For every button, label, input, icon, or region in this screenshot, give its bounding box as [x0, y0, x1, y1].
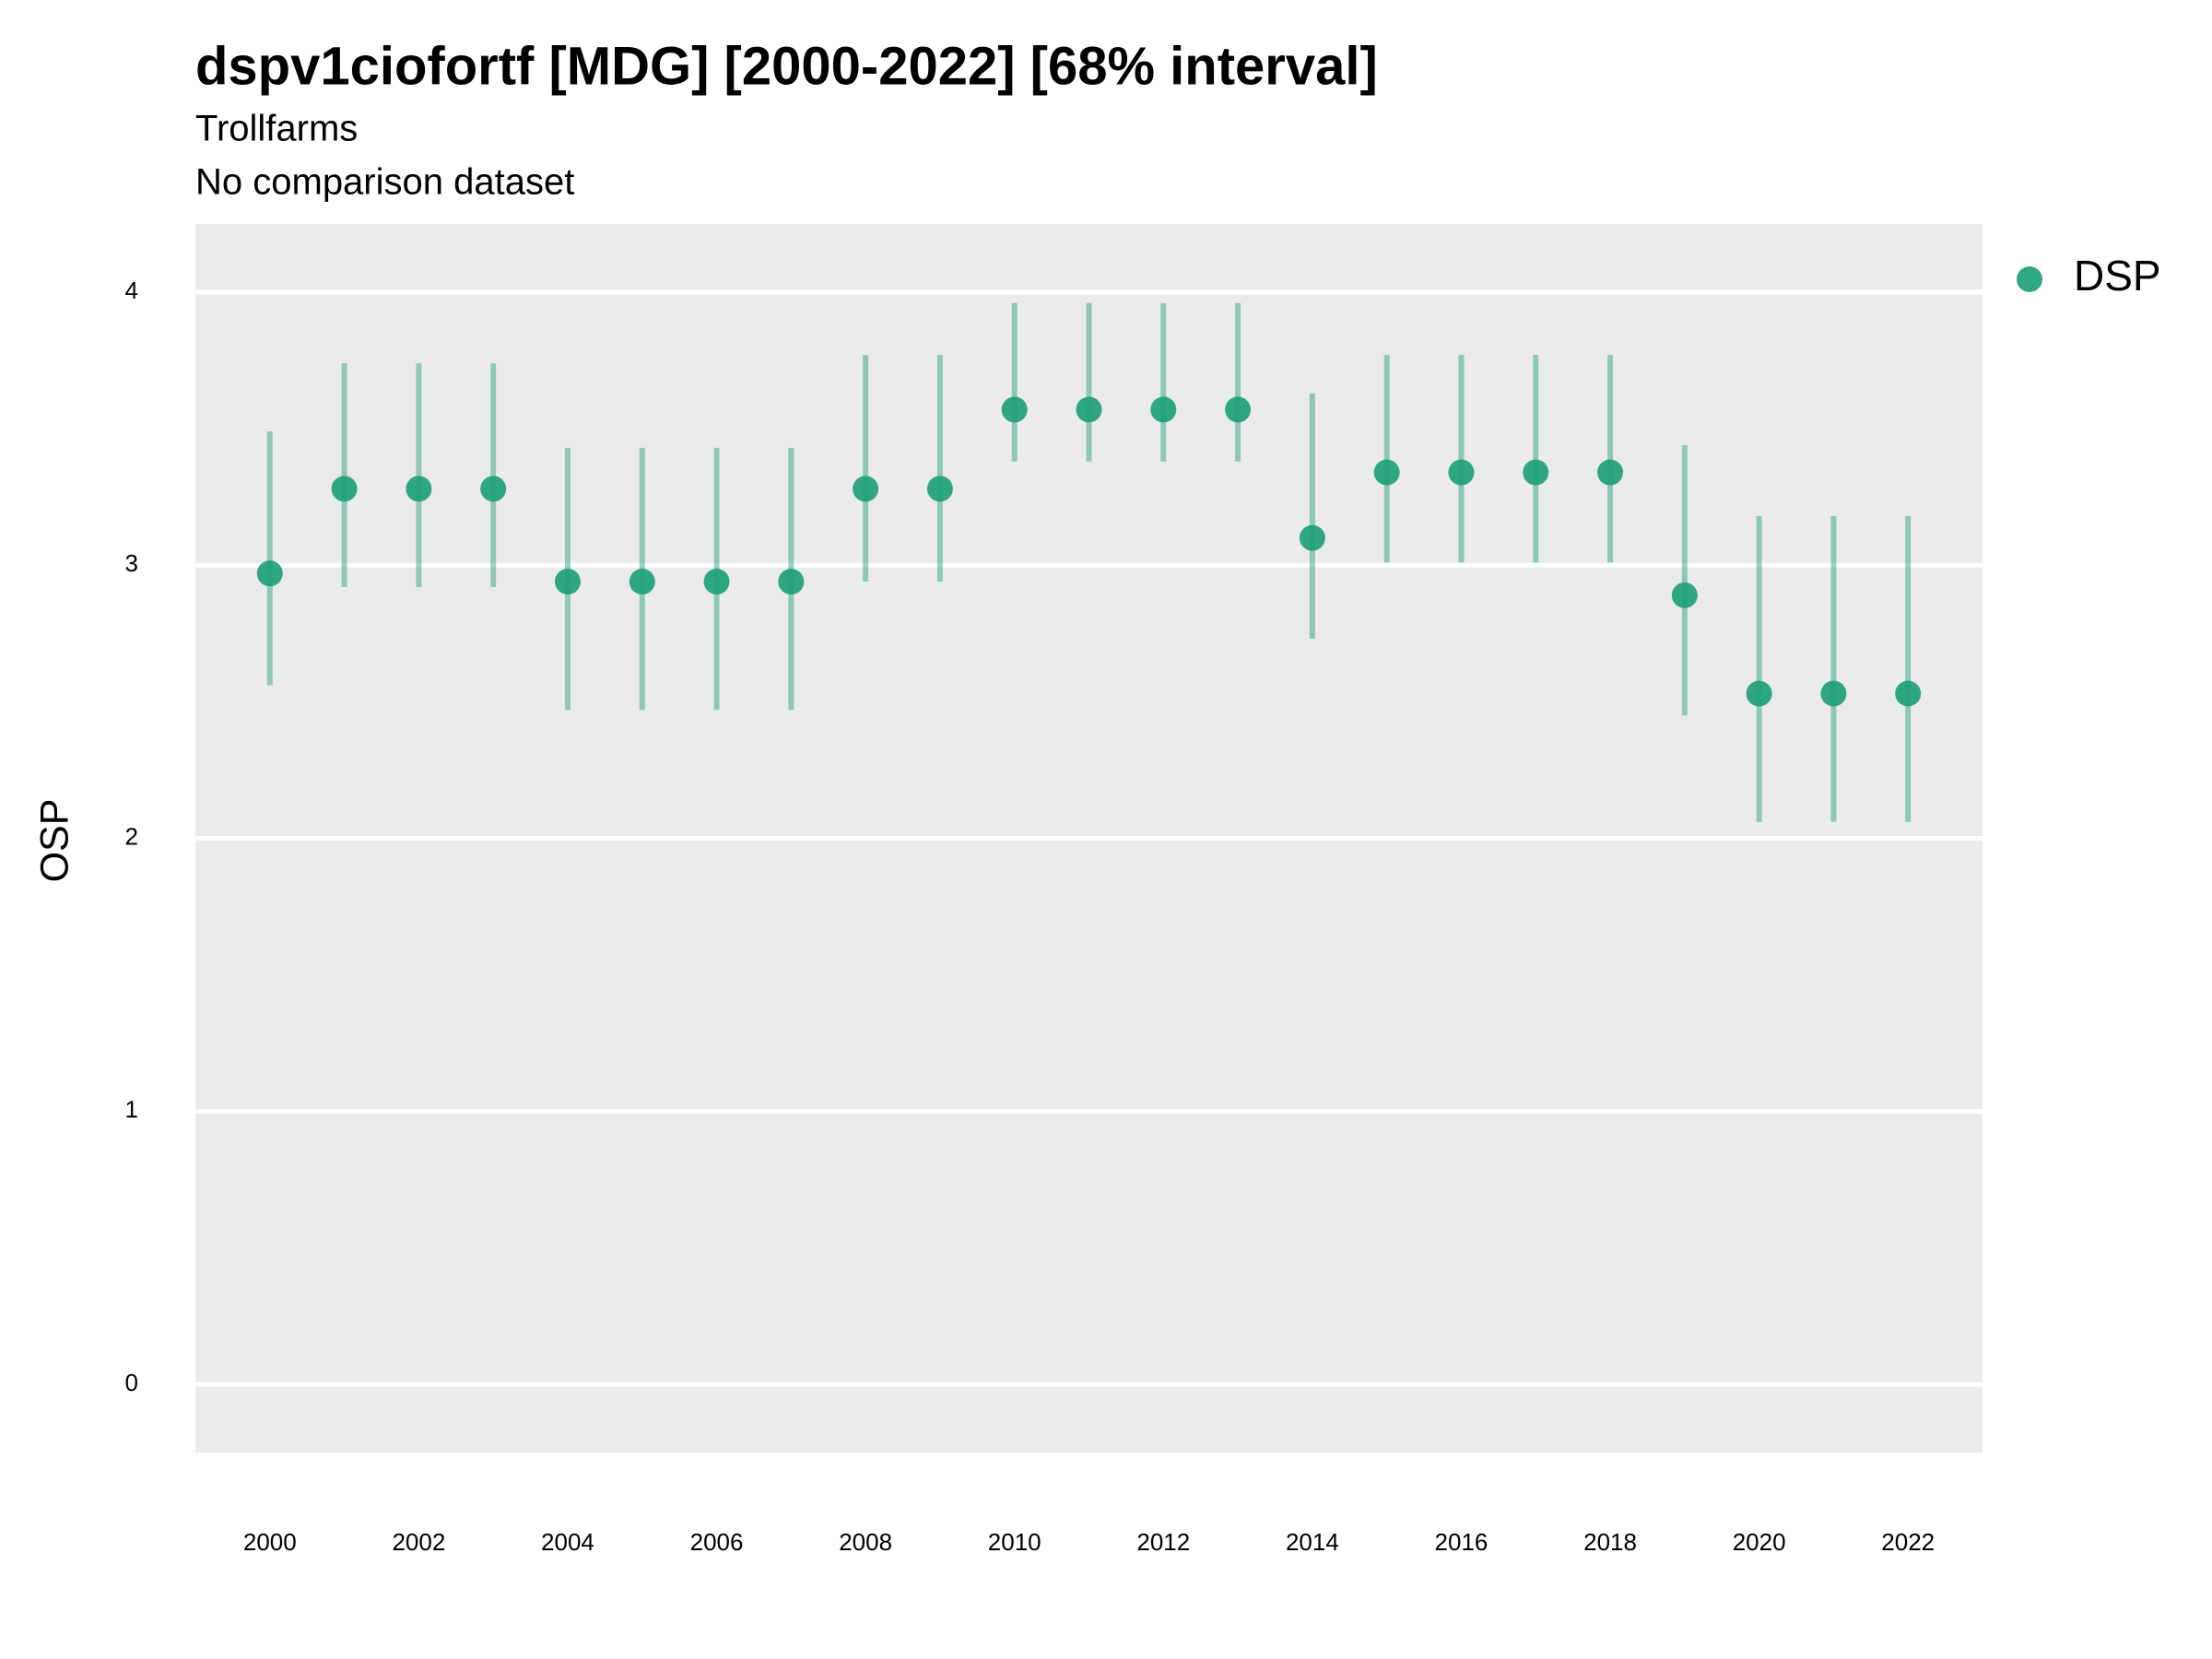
point: [1001, 396, 1028, 423]
point: [778, 569, 805, 595]
point: [331, 476, 358, 502]
point: [406, 476, 432, 502]
chart-title: dspv1ciofortf [MDG] [2000-2022] [68% int…: [195, 36, 1378, 96]
legend-marker: [2017, 266, 2042, 292]
x-tick-label: 2010: [988, 1528, 1041, 1556]
point: [853, 476, 879, 502]
y-tick-label: 4: [125, 276, 138, 304]
point: [1671, 582, 1698, 608]
x-tick-label: 2012: [1136, 1528, 1190, 1556]
x-tick-label: 2004: [541, 1528, 594, 1556]
point: [1746, 680, 1772, 707]
point: [1373, 459, 1400, 486]
point: [629, 569, 655, 595]
point: [926, 476, 953, 502]
point: [1597, 459, 1624, 486]
x-tick-label: 2002: [392, 1528, 445, 1556]
point: [1820, 680, 1847, 707]
x-tick-label: 2000: [243, 1528, 297, 1556]
point: [554, 569, 581, 595]
x-tick-label: 2006: [690, 1528, 744, 1556]
y-tick-label: 2: [125, 822, 138, 850]
legend-label: DSP: [2074, 252, 2161, 300]
chart-subtitle: Trollfarms: [195, 109, 358, 149]
point: [1076, 396, 1102, 423]
y-tick-label: 1: [125, 1096, 138, 1124]
x-tick-label: 2008: [839, 1528, 892, 1556]
x-tick-label: 2016: [1435, 1528, 1488, 1556]
x-tick-label: 2022: [1881, 1528, 1935, 1556]
point: [703, 569, 730, 595]
x-tick-label: 2014: [1286, 1528, 1339, 1556]
point: [1448, 459, 1475, 486]
point: [256, 560, 283, 587]
y-tick-label: 3: [125, 549, 138, 577]
point: [1523, 459, 1549, 486]
point: [1299, 524, 1325, 551]
x-tick-label: 2020: [1733, 1528, 1786, 1556]
point: [1895, 680, 1922, 707]
chart-subtitle: No comparison dataset: [195, 162, 574, 203]
x-tick-label: 2018: [1583, 1528, 1637, 1556]
y-axis-title: OSP: [32, 799, 76, 883]
y-tick-label: 0: [125, 1369, 138, 1396]
point: [1225, 396, 1252, 423]
point: [480, 476, 507, 502]
point: [1150, 396, 1177, 423]
